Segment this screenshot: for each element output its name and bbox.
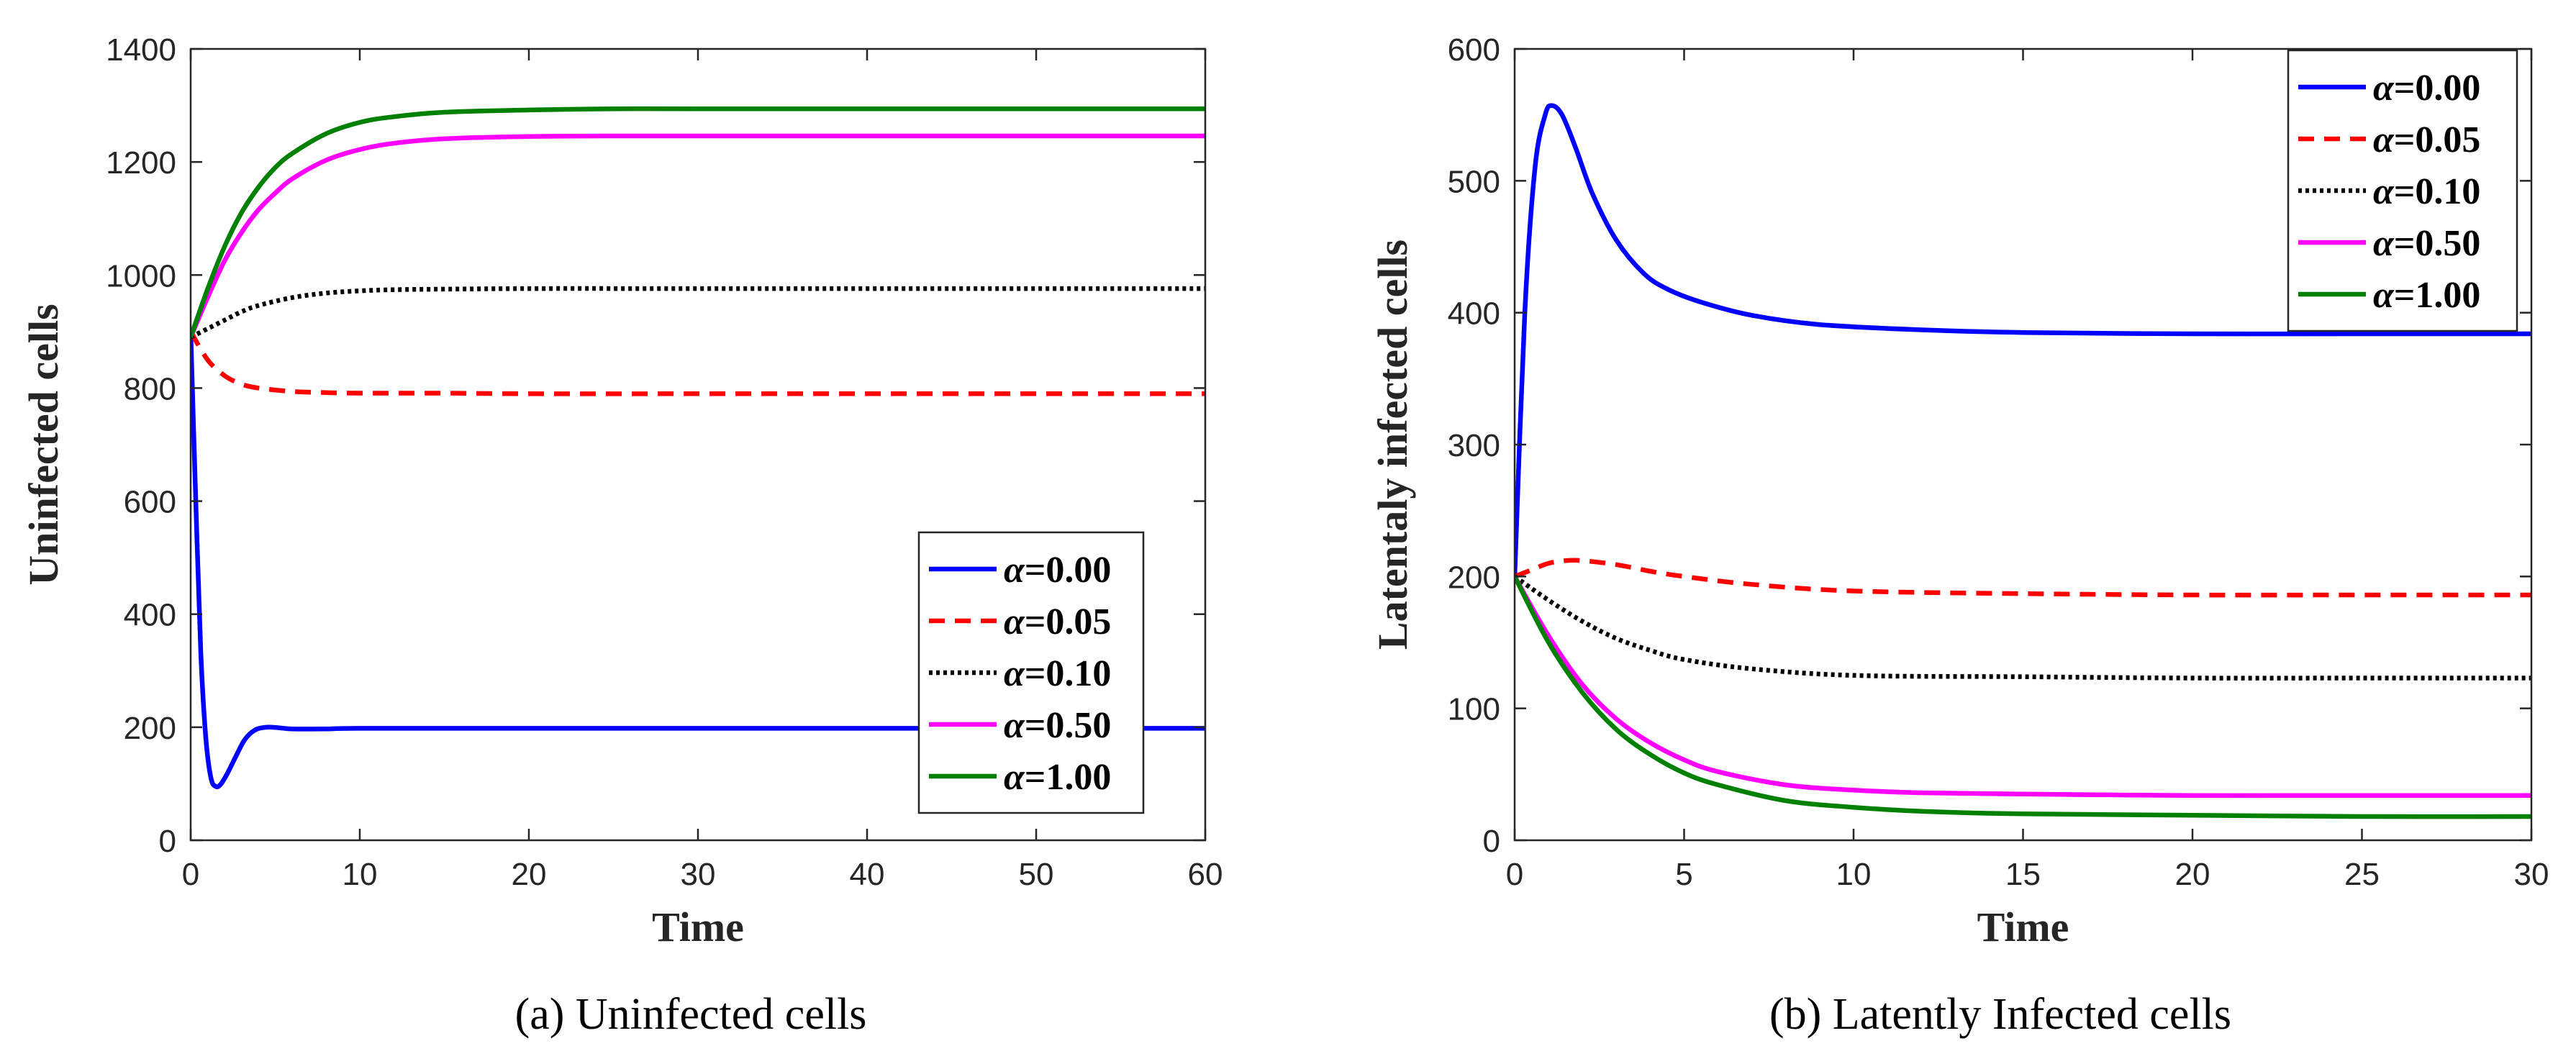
chart-a-series-line-0 — [191, 331, 1205, 790]
chart-b-ytick-label-3: 300 — [1448, 428, 1500, 463]
chart-b-ytick-label-0: 0 — [1483, 824, 1500, 859]
chart-a: 0 10 20 30 40 50 600200400600800100012001400Ti… — [20, 32, 1223, 950]
chart-b-series-line-1 — [1515, 558, 2531, 598]
chart-a-series-line-3 — [191, 133, 1205, 338]
chart-b-series-line-3 — [1515, 575, 2531, 799]
chart-b-legend-box — [2287, 49, 2518, 332]
chart-a-series-line-1 — [191, 330, 1205, 396]
chart-a-ytick-label-1: 200 — [124, 711, 176, 746]
chart-b-legend-label-0: α=0.00 — [2373, 68, 2480, 109]
chart-a-xtick-label-1: 10 — [343, 857, 378, 892]
chart-a-legend-label-4: α=1.00 — [1004, 757, 1111, 798]
chart-a-xtick-label-3: 30 — [681, 857, 716, 892]
chart-b-series-line-4 — [1515, 575, 2531, 819]
chart-b-series-line-2 — [1515, 574, 2531, 681]
chart-a-ytick-label-5: 1000 — [106, 258, 176, 294]
chart-a-xtick-label-0: 0 — [182, 857, 199, 892]
chart-b-y-axis-title: Latentaly infected cells — [1369, 240, 1416, 650]
chart-a-x-axis-title: Time — [652, 904, 744, 950]
chart-a-xtick-label-4: 40 — [850, 857, 885, 892]
caption-a: (a) Uninfected cells — [515, 990, 867, 1039]
chart-a-ytick-label-2: 400 — [124, 598, 176, 633]
chart-a-ytick-label-4: 800 — [124, 371, 176, 406]
chart-b-legend: α=0.00 α=0.05 α=0.10 α=0.50 α=1.00 — [2287, 49, 2518, 332]
chart-a-legend-box — [917, 531, 1145, 814]
chart-b-xtick-label-4: 20 — [2175, 857, 2210, 892]
chart-a-legend-label-1: α=0.05 — [1004, 601, 1111, 642]
caption-b: (b) Latently Infected cells — [1769, 990, 2231, 1039]
chart-b-ytick-label-5: 500 — [1448, 164, 1500, 199]
chart-b-ytick-label-4: 400 — [1448, 296, 1500, 332]
chart-b-ytick-label-1: 100 — [1448, 692, 1500, 727]
chart-a-legend-label-3: α=0.50 — [1004, 705, 1111, 746]
chart-b-ytick-label-2: 200 — [1448, 560, 1500, 595]
chart-b-xtick-label-0: 0 — [1506, 857, 1523, 892]
chart-a-xtick-label-2: 20 — [512, 857, 547, 892]
chart-a-ytick-label-0: 0 — [159, 824, 176, 859]
chart-b-legend-label-1: α=0.05 — [2373, 119, 2480, 160]
chart-a-legend-label-2: α=0.10 — [1004, 653, 1111, 694]
chart-b-series-line-0 — [1515, 103, 2531, 577]
chart-a-legend: α=0.00 α=0.05 α=0.10 α=0.50 α=1.00 — [917, 531, 1145, 814]
chart-b-legend-label-2: α=0.10 — [2373, 171, 2480, 212]
chart-a-ytick-label-6: 1200 — [106, 145, 176, 181]
chart-b-x-axis-title: Time — [1977, 904, 2069, 950]
chart-b-legend-label-4: α=1.00 — [2373, 275, 2480, 316]
chart-a-xtick-label-6: 60 — [1188, 857, 1223, 892]
chart-a-series-line-4 — [191, 106, 1205, 338]
chart-b-xtick-label-6: 30 — [2514, 857, 2549, 892]
chart-a-y-axis-title: Uninfected cells — [20, 304, 67, 585]
chart-b: 0 5 10 15 20 25 300100200300400500600TimeLaten… — [1369, 32, 2549, 950]
chart-a-xtick-label-5: 50 — [1019, 857, 1054, 892]
chart-a-ytick-label-3: 600 — [124, 485, 176, 520]
chart-b-xtick-label-5: 25 — [2344, 857, 2380, 892]
chart-a-ytick-label-7: 1400 — [106, 32, 176, 68]
chart-b-ytick-label-6: 600 — [1448, 32, 1500, 68]
chart-b-xtick-label-3: 15 — [2005, 857, 2041, 892]
chart-a-legend-label-0: α=0.00 — [1004, 550, 1111, 591]
chart-b-xtick-label-1: 5 — [1675, 857, 1692, 892]
chart-a-series-line-2 — [191, 286, 1205, 340]
chart-b-xtick-label-2: 10 — [1836, 857, 1872, 892]
chart-b-legend-label-3: α=0.50 — [2373, 223, 2480, 264]
